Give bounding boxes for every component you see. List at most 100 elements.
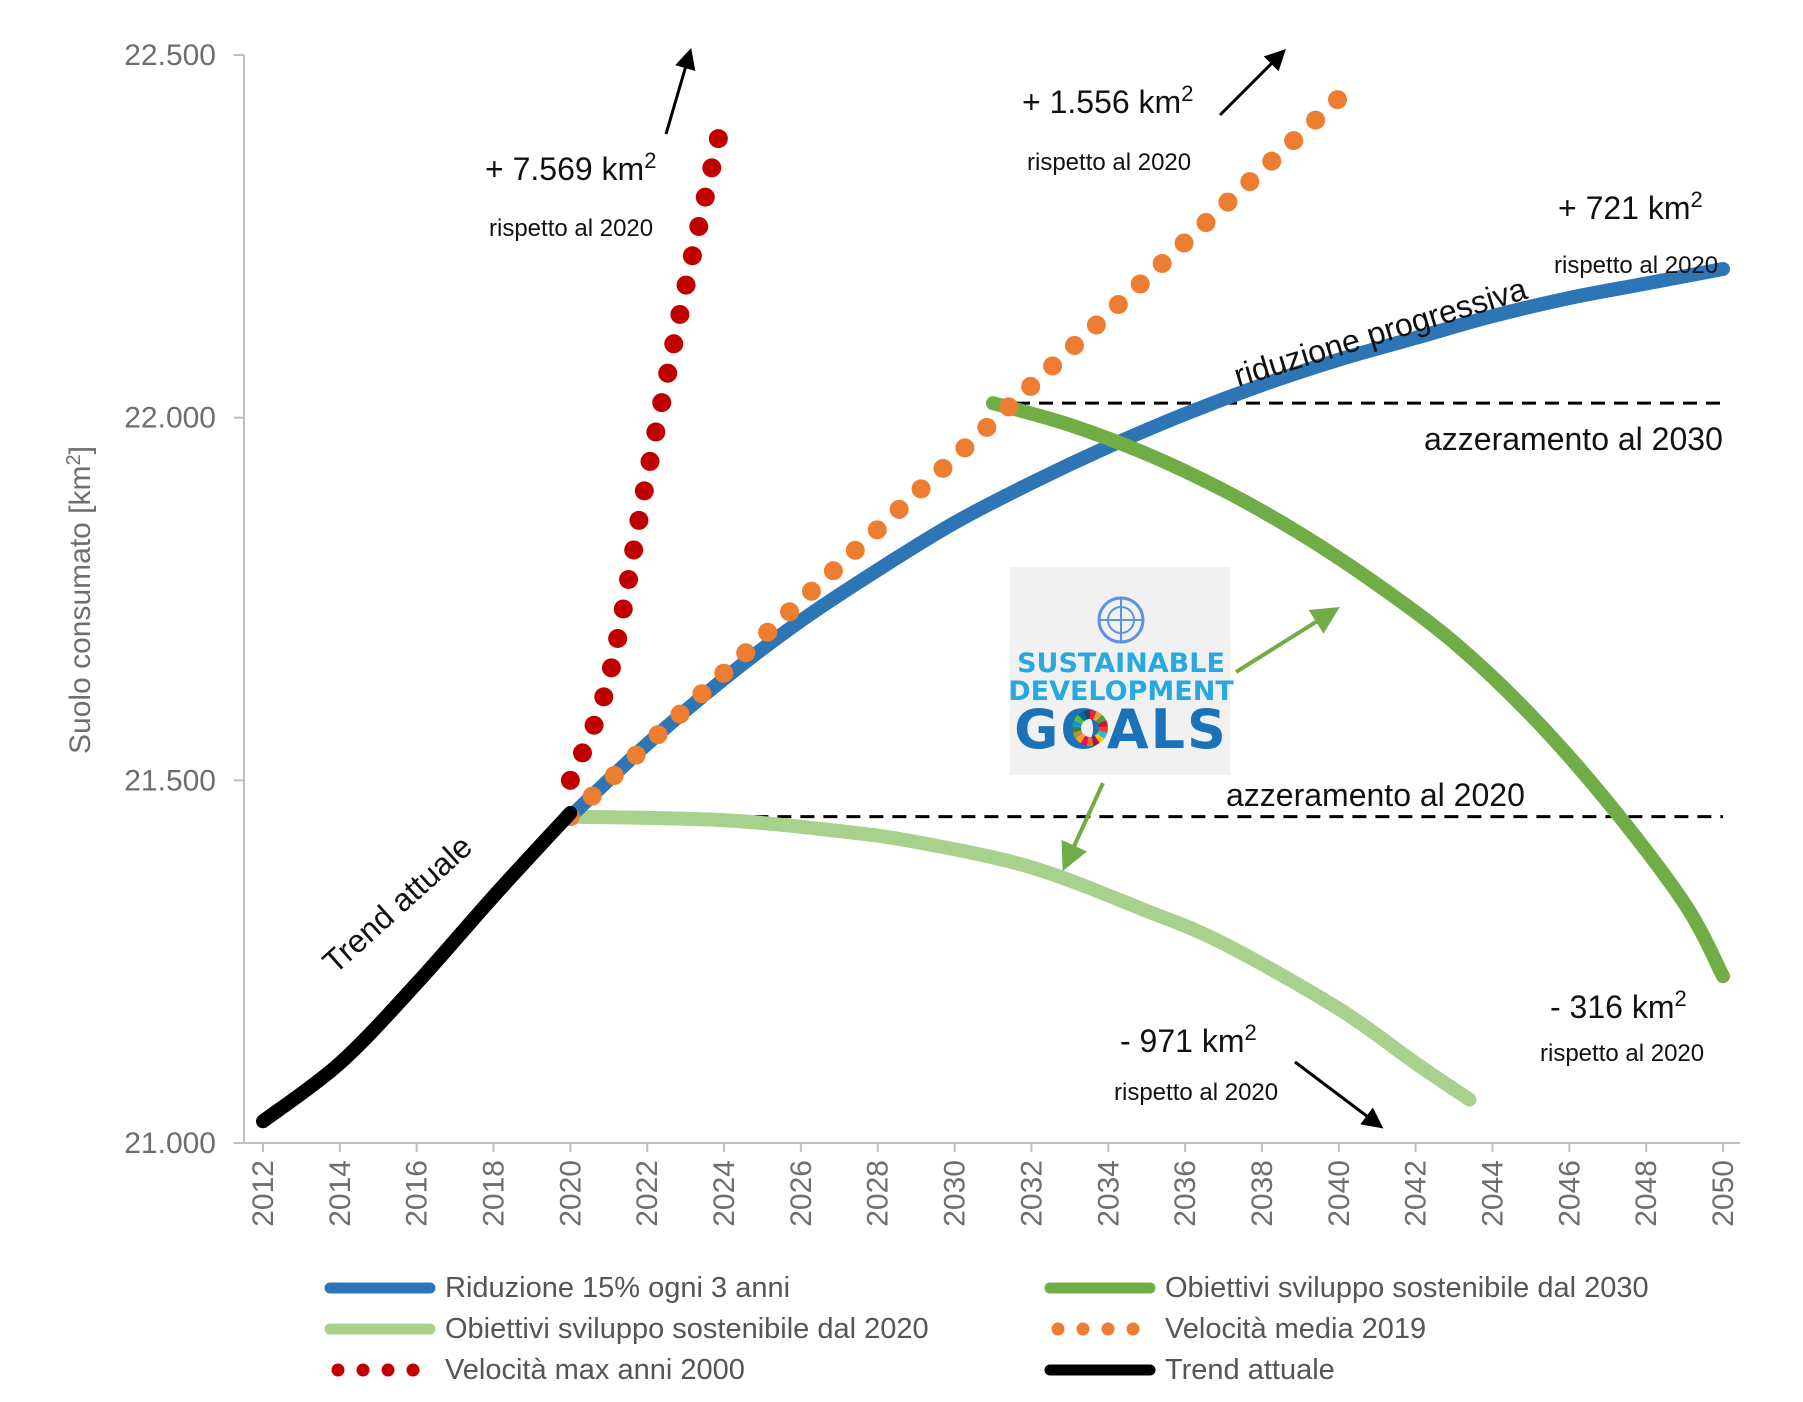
legend-swatch-dot (356, 1363, 370, 1377)
reference-line-label-2020: azzeramento al 2020 (1226, 777, 1525, 813)
series-point (640, 451, 660, 471)
series-point (1327, 90, 1347, 110)
x-tick-label: 2014 (324, 1160, 357, 1227)
series-point (1306, 110, 1326, 130)
series-point (652, 393, 672, 413)
svg-text:rispetto al 2020: rispetto al 2020 (489, 215, 653, 242)
un-emblem-icon (1097, 596, 1145, 644)
legend-label: Trend attuale (1165, 1354, 1335, 1386)
series-point (582, 786, 602, 806)
series-line (986, 396, 1730, 984)
x-tick-label: 2024 (708, 1160, 741, 1227)
series-point (1152, 254, 1172, 274)
svg-text:rispetto al 2020: rispetto al 2020 (1554, 252, 1718, 279)
x-tick-label: 2042 (1400, 1160, 1433, 1227)
y-tick-label: 22.500 (124, 39, 216, 72)
sdg-logo-line2: DEVELOPMENT (1008, 676, 1234, 707)
series-point (692, 684, 712, 704)
series-point (1064, 335, 1084, 355)
legend-swatch-dot (1101, 1322, 1115, 1336)
series-point (689, 216, 709, 236)
legend-label: Obiettivi sviluppo sostenibile dal 2030 (1165, 1272, 1649, 1304)
annotation-1556: + 1.556 km2 rispetto al 2020 (1022, 81, 1193, 176)
series-point (601, 658, 621, 678)
x-tick-label: 2050 (1707, 1160, 1740, 1227)
series-point (999, 397, 1019, 417)
x-tick-label: 2028 (862, 1160, 895, 1227)
legend-entry-3: Velocità media 2019 (1051, 1313, 1426, 1345)
series-2 (563, 809, 1477, 1107)
series-point (604, 766, 624, 786)
legend-swatch-dot (381, 1363, 395, 1377)
legend-entry-2: Obiettivi sviluppo sostenibile dal 2020 (324, 1313, 929, 1345)
series-point (801, 581, 821, 601)
trend-line-label: Trend attuale (316, 828, 479, 980)
svg-text:- 971 km2: - 971 km2 (1120, 1020, 1257, 1059)
sdg-arrow-2020 (1061, 782, 1105, 872)
legend-label: Riduzione 15% ogni 3 anni (445, 1272, 790, 1304)
series-point (714, 663, 734, 683)
series-point (977, 417, 997, 437)
svg-text:rispetto al 2020: rispetto al 2020 (1114, 1079, 1278, 1106)
series-point (619, 569, 639, 589)
progressive-line-label: riduzione progressiva (1230, 270, 1532, 393)
legend-entry-0: Riduzione 15% ogni 3 anni (324, 1272, 790, 1304)
y-tick-label: 21.500 (124, 764, 216, 797)
series-point (648, 725, 668, 745)
legend-entry-5: Trend attuale (1044, 1354, 1335, 1386)
series-point (573, 743, 593, 763)
arrow-971 (1294, 1060, 1384, 1129)
sdg-logo-line3: GOALS (1014, 698, 1228, 761)
x-tick-label: 2040 (1323, 1160, 1356, 1227)
series-point (626, 745, 646, 765)
series-point (1240, 172, 1260, 192)
series-point (1196, 213, 1216, 233)
legend-label: Velocità media 2019 (1165, 1313, 1426, 1345)
series-point (1108, 294, 1128, 314)
series-point (613, 599, 633, 619)
series-point (780, 602, 800, 622)
y-axis-label: Suolo consumato [km2] (63, 446, 97, 754)
x-tick-label: 2030 (939, 1160, 972, 1227)
sdg-logo: SUSTAINABLE DEVELOPMENT GOALS (1008, 567, 1234, 775)
annotation-971: - 971 km2 rispetto al 2020 (1114, 1020, 1278, 1106)
arrow-1556 (1218, 49, 1286, 117)
series-point (624, 540, 644, 560)
series-point (758, 622, 778, 642)
series-point (670, 704, 690, 724)
x-tick-label: 2038 (1246, 1160, 1279, 1227)
x-tick-label: 2016 (401, 1160, 434, 1227)
svg-text:- 316 km2: - 316 km2 (1550, 986, 1687, 1025)
legend-swatch-dot (1126, 1322, 1140, 1336)
series-1 (986, 396, 1730, 984)
svg-text:+ 721 km2: + 721 km2 (1558, 187, 1703, 226)
series-point (736, 643, 756, 663)
series-point (955, 438, 975, 458)
series-point (1021, 376, 1041, 396)
x-tick-label: 2048 (1630, 1160, 1663, 1227)
series-point (1043, 356, 1063, 376)
legend-swatch-dot (1051, 1322, 1065, 1336)
legend: Riduzione 15% ogni 3 anni Obiettivi svilu… (324, 1272, 1649, 1386)
x-tick-label: 2032 (1015, 1160, 1048, 1227)
x-tick-label: 2020 (554, 1160, 587, 1227)
x-tick-label: 2034 (1092, 1160, 1125, 1227)
annotation-721: + 721 km2 rispetto al 2020 (1554, 187, 1718, 279)
annotation-7569: + 7.569 km2 rispetto al 2020 (485, 148, 656, 242)
legend-swatch-dot (406, 1363, 420, 1377)
series-point (695, 187, 715, 207)
series-point (1218, 192, 1238, 212)
series-point (1130, 274, 1150, 294)
series-point (845, 540, 865, 560)
series-point (670, 304, 690, 324)
legend-swatch-dot (1076, 1322, 1090, 1336)
legend-label: Velocità max anni 2000 (445, 1354, 745, 1386)
series-point (867, 520, 887, 540)
series-point (682, 246, 702, 266)
x-tick-label: 2026 (785, 1160, 818, 1227)
x-tick-label: 2012 (247, 1160, 280, 1227)
series-point (702, 158, 722, 178)
series-point (889, 499, 909, 519)
legend-label: Obiettivi sviluppo sostenibile dal 2020 (445, 1313, 929, 1345)
